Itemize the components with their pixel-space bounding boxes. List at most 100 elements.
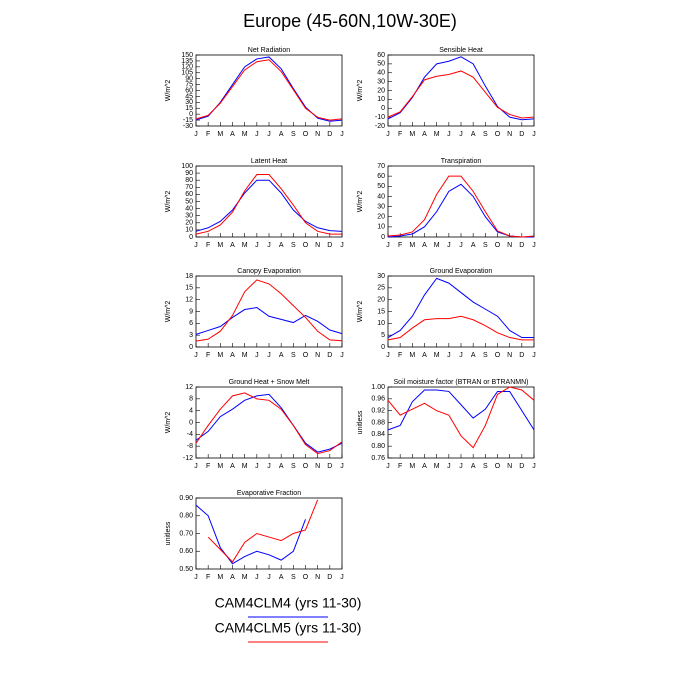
panel-title: Sensible Heat: [439, 47, 483, 54]
x-tick-label: J: [255, 242, 259, 249]
x-tick-label: M: [434, 352, 440, 359]
x-tick-label: A: [279, 131, 284, 138]
x-tick-label: D: [519, 131, 524, 138]
x-tick-label: J: [386, 463, 390, 470]
y-tick-label: 0: [381, 344, 385, 351]
x-tick-label: S: [291, 352, 296, 359]
x-tick-label: A: [230, 574, 235, 581]
y-tick-label: 0.92: [371, 408, 385, 415]
y-tick-label: -10: [375, 114, 385, 121]
y-tick-label: 50: [377, 61, 385, 68]
x-tick-label: S: [483, 131, 488, 138]
y-tick-label: 10: [377, 96, 385, 103]
series-line: [195, 393, 343, 453]
y-tick-label: 50: [185, 198, 193, 205]
plot-frame: [195, 275, 343, 348]
y-tick-label: 70: [185, 184, 193, 191]
x-tick-label: J: [340, 352, 344, 359]
y-tick-label: 150: [181, 52, 193, 59]
x-tick-label: M: [409, 131, 415, 138]
series-line: [195, 174, 342, 235]
y-tick-label: 60: [377, 52, 385, 59]
x-tick-label: A: [279, 352, 284, 359]
x-tick-label: F: [206, 463, 210, 470]
x-tick-label: A: [471, 463, 476, 470]
y-tick-label: 5: [381, 332, 385, 339]
y-tick-label: 0.60: [179, 548, 193, 555]
y-axis-label: unitless: [165, 521, 172, 545]
x-tick-label: O: [495, 131, 501, 138]
x-tick-label: O: [495, 242, 501, 249]
plot-frame: [195, 497, 343, 570]
y-tick-label: 30: [185, 99, 193, 106]
y-axis-label: unitless: [357, 410, 364, 434]
x-tick-label: J: [267, 574, 271, 581]
x-tick-label: J: [267, 242, 271, 249]
y-tick-label: 30: [377, 203, 385, 210]
y-tick-label: -12: [183, 455, 193, 462]
x-tick-label: J: [340, 242, 344, 249]
y-tick-label: 18: [185, 273, 193, 280]
x-tick-label: O: [303, 574, 309, 581]
x-tick-label: M: [242, 352, 248, 359]
y-tick-label: 1.00: [371, 384, 385, 391]
x-tick-label: A: [279, 463, 284, 470]
panel-title: Net Radiation: [248, 47, 291, 54]
y-tick-label: 40: [377, 70, 385, 77]
y-axis-label: W/m^2: [357, 301, 364, 323]
x-tick-label: A: [230, 463, 235, 470]
x-tick-label: N: [507, 463, 512, 470]
y-tick-label: 10: [377, 320, 385, 327]
y-tick-label: 0.80: [179, 513, 193, 520]
x-tick-label: A: [422, 131, 427, 138]
y-tick-label: 0.84: [371, 431, 385, 438]
x-tick-label: J: [447, 242, 451, 249]
x-tick-label: J: [459, 131, 463, 138]
x-tick-label: J: [532, 463, 536, 470]
panel-title: Evaporative Fraction: [237, 490, 301, 497]
y-tick-label: 0: [189, 419, 193, 426]
plot-frame: [387, 275, 535, 348]
x-tick-label: O: [495, 463, 501, 470]
y-tick-label: 10: [377, 224, 385, 231]
x-tick-label: O: [303, 352, 309, 359]
y-tick-label: 3: [189, 332, 193, 339]
y-tick-label: -4: [187, 431, 193, 438]
series-line: [195, 56, 343, 122]
x-tick-label: J: [194, 242, 198, 249]
y-tick-label: 60: [377, 173, 385, 180]
y-tick-label: 75: [185, 81, 193, 88]
y-tick-label: 0: [189, 234, 193, 241]
x-tick-label: N: [315, 131, 320, 138]
x-tick-label: M: [409, 352, 415, 359]
panel-title: Ground Evaporation: [430, 268, 493, 275]
y-tick-label: 100: [181, 163, 193, 170]
x-tick-label: M: [217, 574, 223, 581]
x-tick-label: N: [507, 131, 512, 138]
panel-title: Latent Heat: [251, 158, 287, 165]
y-tick-label: 20: [377, 87, 385, 94]
x-tick-label: J: [447, 131, 451, 138]
y-tick-label: 0: [189, 344, 193, 351]
y-tick-label: 6: [189, 320, 193, 327]
x-tick-label: A: [422, 242, 427, 249]
x-tick-label: S: [291, 131, 296, 138]
y-tick-label: 135: [181, 58, 193, 65]
x-tick-label: A: [471, 131, 476, 138]
x-tick-label: M: [434, 131, 440, 138]
series-line: [195, 279, 343, 342]
x-tick-label: N: [315, 574, 320, 581]
x-tick-label: M: [217, 463, 223, 470]
y-tick-label: 0.80: [371, 443, 385, 450]
x-tick-label: M: [409, 242, 415, 249]
x-tick-label: J: [459, 352, 463, 359]
x-tick-label: J: [386, 131, 390, 138]
y-tick-label: 0.90: [179, 495, 193, 502]
x-tick-label: S: [483, 463, 488, 470]
y-axis-label: W/m^2: [165, 301, 172, 323]
panel-title: Canopy Evaporation: [237, 268, 301, 275]
y-tick-label: 15: [185, 285, 193, 292]
x-tick-label: D: [327, 352, 332, 359]
x-tick-label: N: [507, 352, 512, 359]
